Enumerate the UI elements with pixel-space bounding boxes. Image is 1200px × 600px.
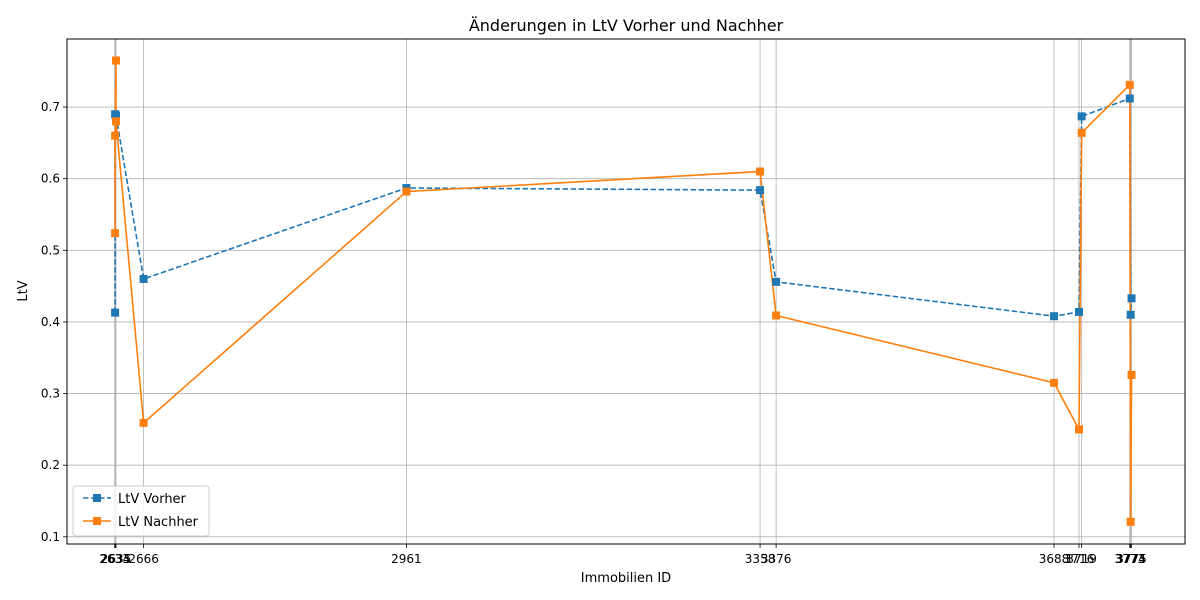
data-point-vorher xyxy=(1077,112,1086,121)
data-point-vorher xyxy=(1126,310,1135,319)
data-point-nachher xyxy=(402,187,411,196)
data-point-nachher xyxy=(772,311,781,320)
x-tick-label: 2635 xyxy=(101,552,132,566)
x-tick-label: 3719 xyxy=(1066,552,1097,566)
data-point-nachher xyxy=(111,131,120,140)
x-tick-label: 2666 xyxy=(128,552,159,566)
data-point-vorher xyxy=(1050,312,1059,321)
x-tick-label: 3716 xyxy=(1064,552,1095,566)
plot-frame xyxy=(66,38,1186,545)
x-tick-label: 2961 xyxy=(391,552,422,566)
series-markers xyxy=(111,56,1136,526)
x-tick-label: 3358 xyxy=(745,552,776,566)
y-axis-label: LtV xyxy=(16,280,31,301)
data-point-nachher xyxy=(111,117,120,126)
legend-label-vorher: LtV Vorher xyxy=(118,492,187,507)
data-point-vorher xyxy=(1127,294,1136,303)
data-point-nachher xyxy=(1127,370,1136,379)
y-tick-label: 0.6 xyxy=(41,172,60,186)
legend: LtV Vorher LtV Nachher xyxy=(72,485,210,537)
y-tick-label: 0.3 xyxy=(41,387,60,401)
x-tick-label: 2634 xyxy=(100,552,131,566)
data-point-vorher xyxy=(111,308,120,317)
x-tick-label: 3774 xyxy=(1115,552,1146,566)
data-point-nachher xyxy=(111,229,120,238)
x-tick-label: 2633 xyxy=(99,552,130,566)
data-point-nachher xyxy=(1074,425,1083,434)
legend-marker-nachher xyxy=(93,517,101,525)
y-tick-label: 0.7 xyxy=(41,100,60,114)
data-point-vorher xyxy=(139,274,148,283)
data-point-nachher xyxy=(139,418,148,427)
data-point-nachher xyxy=(1125,80,1134,89)
y-tick-label: 0.2 xyxy=(41,458,60,472)
data-point-vorher xyxy=(756,186,765,195)
legend-marker-vorher xyxy=(93,494,101,502)
x-tick-label: 3773 xyxy=(1114,552,1145,566)
x-tick-label: 3775 xyxy=(1116,552,1147,566)
data-point-nachher xyxy=(1077,128,1086,137)
chart-title: Änderungen in LtV Vorher und Nachher xyxy=(469,16,784,35)
data-point-vorher xyxy=(1125,94,1134,103)
y-tick-label: 0.4 xyxy=(41,315,60,329)
y-tick-label: 0.5 xyxy=(41,243,60,257)
data-point-vorher xyxy=(1074,307,1083,316)
legend-label-nachher: LtV Nachher xyxy=(118,515,199,530)
x-tick-label: 3688 xyxy=(1039,552,1070,566)
x-tick-label: 3376 xyxy=(761,552,792,566)
data-point-vorher xyxy=(772,277,781,286)
y-tick-label: 0.1 xyxy=(41,530,60,544)
data-point-nachher xyxy=(1050,378,1059,387)
y-axis: 0.1 0.2 0.3 0.4 0.5 0.6 0.7 xyxy=(41,100,67,544)
data-point-nachher xyxy=(111,56,120,65)
x-axis-label: Immobilien ID xyxy=(581,571,671,586)
data-point-nachher xyxy=(756,167,765,176)
data-point-nachher xyxy=(1126,517,1135,526)
data-point-vorher xyxy=(111,111,120,120)
series-line-nachher xyxy=(114,60,1133,522)
